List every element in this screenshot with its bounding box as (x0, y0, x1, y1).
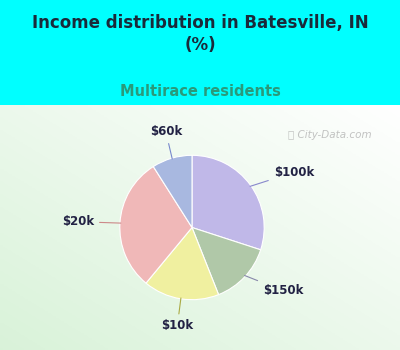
Wedge shape (192, 155, 264, 250)
Wedge shape (146, 228, 218, 300)
Text: $100k: $100k (250, 166, 314, 186)
Wedge shape (192, 228, 261, 295)
Text: ⓘ City-Data.com: ⓘ City-Data.com (288, 130, 372, 140)
Wedge shape (153, 155, 192, 228)
Text: Multirace residents: Multirace residents (120, 84, 280, 99)
Text: $60k: $60k (150, 125, 182, 159)
Text: $150k: $150k (244, 275, 303, 297)
Text: Income distribution in Batesville, IN
(%): Income distribution in Batesville, IN (%… (32, 14, 368, 54)
Text: $20k: $20k (62, 215, 121, 228)
Wedge shape (120, 167, 192, 283)
Text: $10k: $10k (161, 298, 193, 332)
